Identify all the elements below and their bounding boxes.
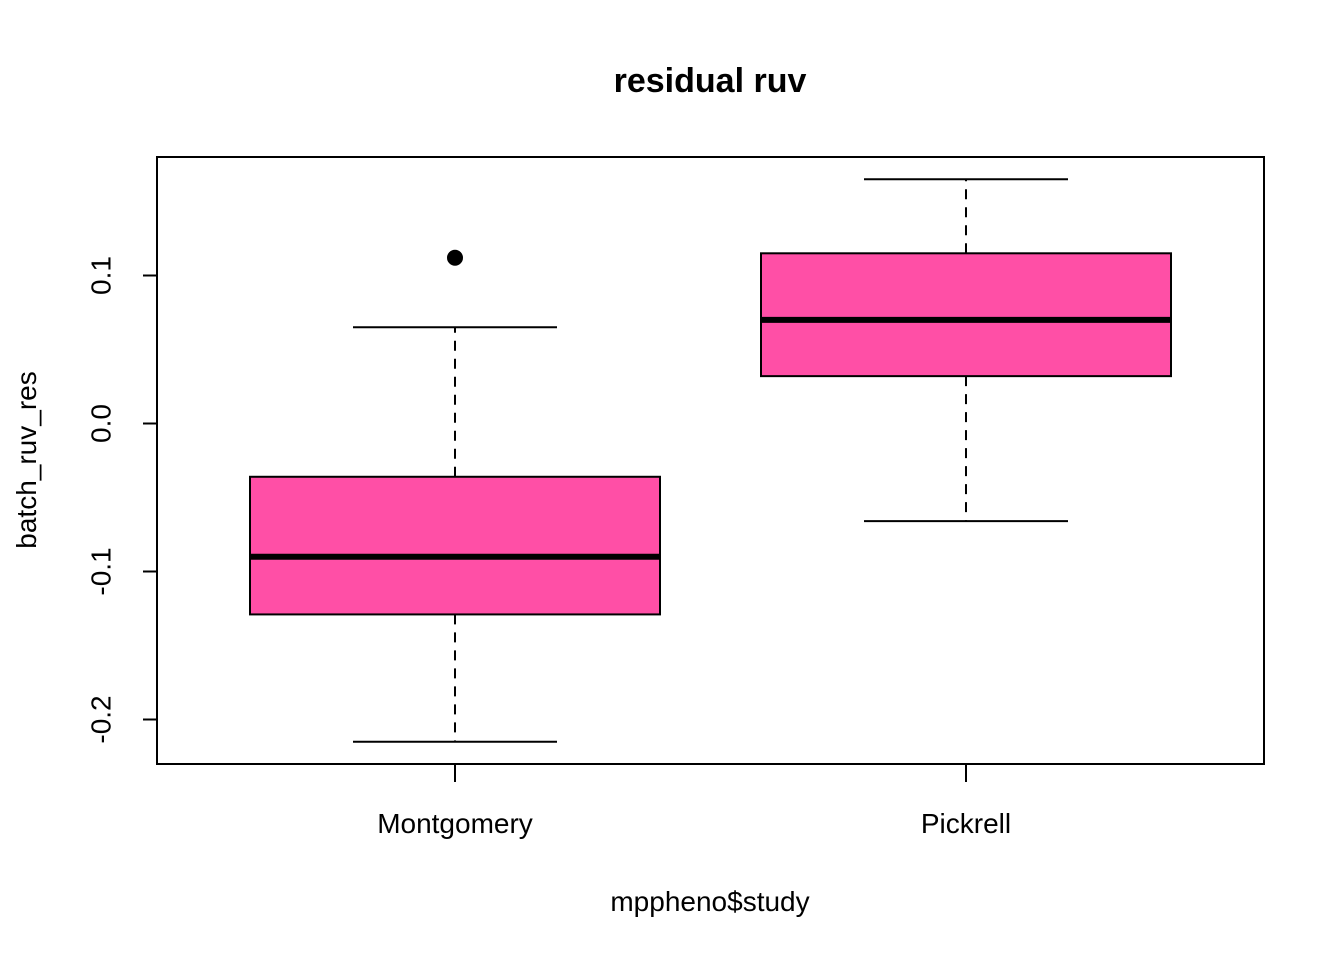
- x-tick-label: Pickrell: [921, 808, 1011, 839]
- x-axis-label: mppheno$study: [610, 886, 809, 917]
- chart-title: residual ruv: [614, 62, 807, 100]
- y-axis: -0.2 -0.1 0.0 0.1: [86, 256, 157, 744]
- box-group: [249, 178, 1172, 743]
- box-montgomery: [249, 249, 661, 743]
- y-tick-label: -0.1: [86, 547, 117, 595]
- y-tick-label: -0.2: [86, 695, 117, 743]
- box-pickrell: [760, 178, 1172, 523]
- iqr-box: [249, 475, 661, 616]
- y-tick-label: 0.1: [86, 256, 117, 295]
- plot-frame: [156, 156, 1265, 765]
- x-tick-label: Montgomery: [377, 808, 533, 839]
- iqr-box: [760, 252, 1172, 378]
- y-axis-label: batch_ruv_res: [11, 371, 42, 548]
- y-tick-label: 0.0: [86, 404, 117, 443]
- outlier-point: [447, 249, 463, 266]
- x-axis: Montgomery Pickrell: [377, 764, 1011, 839]
